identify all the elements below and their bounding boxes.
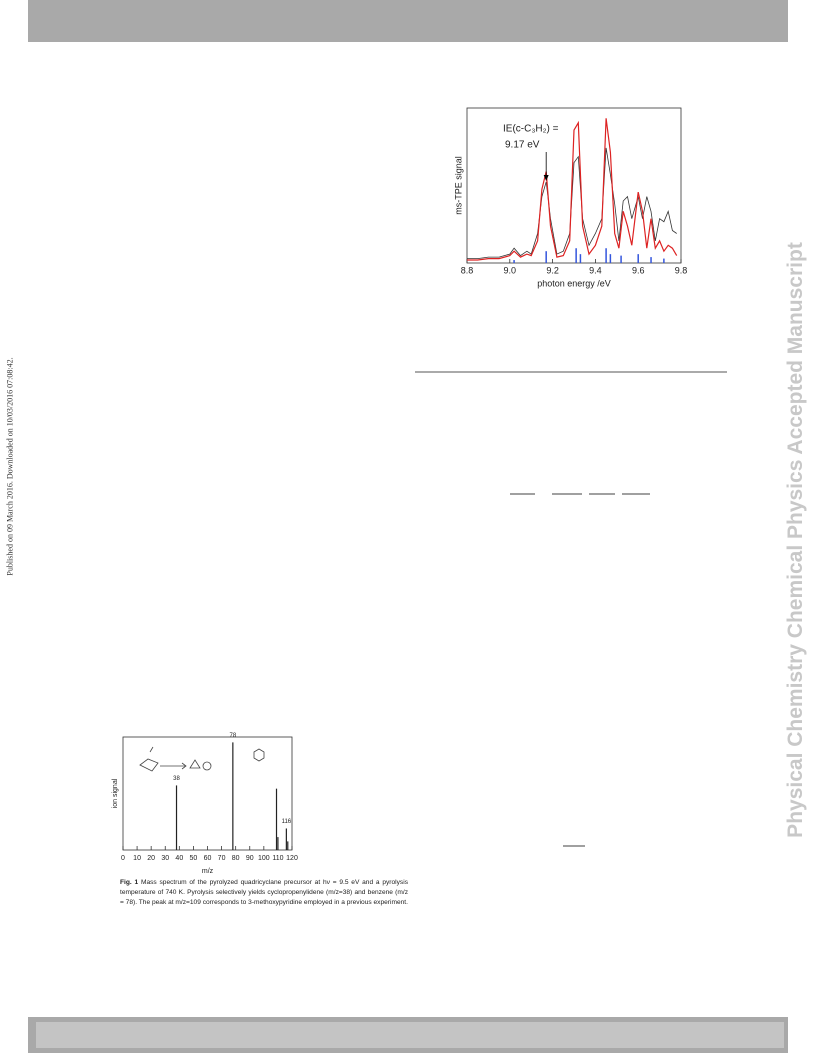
x-tick-label: 80 — [232, 855, 240, 862]
trace — [467, 147, 677, 259]
trace — [467, 118, 678, 261]
caption: Fig. 1 Mass spectrum of the pyrolyzed qu… — [120, 878, 408, 908]
rule — [415, 371, 727, 373]
arrow-head — [543, 175, 549, 181]
peak-label: 38 — [173, 776, 180, 782]
annotation: IE(c-C₃H₂) = — [503, 124, 559, 135]
x-tick-label: 9.2 — [546, 265, 559, 275]
x-axis-label: photon energy /eV — [537, 278, 611, 288]
y-axis-label: ms-TPE signal — [453, 156, 463, 215]
x-tick-label: 10 — [133, 855, 141, 862]
x-axis-label: m/z — [202, 868, 214, 875]
x-tick-label: 110 — [272, 855, 283, 862]
x-tick-label: 70 — [218, 855, 226, 862]
x-tick-label: 90 — [246, 855, 254, 862]
annotation: 9.17 eV — [505, 140, 540, 151]
y-axis-label: ion signal — [112, 778, 119, 808]
peak-label: 78 — [230, 733, 237, 739]
x-tick-label: 40 — [175, 855, 183, 862]
molecule-icons — [139, 746, 265, 772]
plot-frame — [466, 107, 682, 264]
x-tick-label: 60 — [204, 855, 212, 862]
x-tick-label: 50 — [190, 855, 198, 862]
x-tick-label: 30 — [161, 855, 169, 862]
x-tick-label: 0 — [121, 855, 125, 862]
x-tick-label: 9.8 — [675, 265, 688, 275]
caption-label: Fig. 1 — [120, 879, 139, 886]
header-bar — [28, 0, 788, 42]
equation-lines — [510, 493, 650, 847]
x-tick-label: 9.0 — [504, 265, 517, 275]
x-tick-label: 9.4 — [589, 265, 602, 275]
x-tick-label: 100 — [258, 855, 270, 862]
x-tick-label: 9.6 — [632, 265, 645, 275]
caption-text: Mass spectrum of the pyrolyzed quadricyc… — [120, 879, 408, 906]
peak-label: 116 — [282, 819, 292, 825]
footer-inner — [36, 1022, 784, 1048]
x-tick-label: 120 — [286, 855, 298, 862]
x-tick-label: 8.8 — [461, 265, 474, 275]
plot-frame — [122, 736, 293, 851]
x-tick-label: 20 — [147, 855, 155, 862]
